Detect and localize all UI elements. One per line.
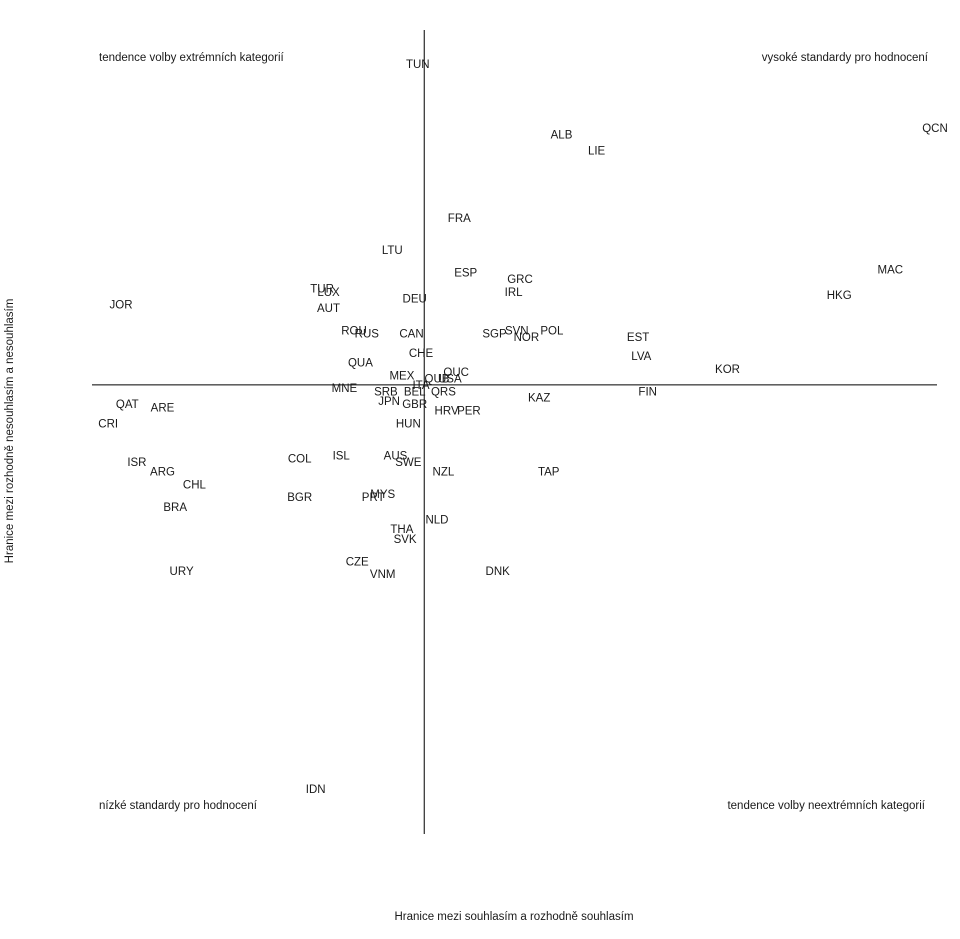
- point-label-lva: LVA: [631, 351, 651, 363]
- point-label-tap: TAP: [538, 467, 560, 479]
- point-label-fra: FRA: [448, 213, 471, 225]
- point-label-tur: TUR: [310, 284, 334, 296]
- point-label-svk: SVK: [394, 534, 417, 546]
- point-label-aut: AUT: [317, 303, 340, 315]
- point-label-svn: SVN: [505, 325, 529, 337]
- point-label-chl: CHL: [183, 479, 207, 491]
- point-label-nld: NLD: [425, 515, 448, 527]
- point-label-gbr: GBR: [402, 399, 427, 411]
- point-label-che: CHE: [409, 348, 434, 360]
- point-label-jpn: JPN: [378, 396, 400, 408]
- point-label-srb: SRB: [374, 386, 398, 398]
- point-label-mac: MAC: [878, 264, 904, 276]
- point-label-quc: QUC: [443, 367, 469, 379]
- point-label-per: PER: [457, 406, 481, 418]
- point-label-idn: IDN: [306, 784, 326, 796]
- point-label-nzl: NZL: [433, 467, 455, 479]
- point-label-rus: RUS: [355, 329, 380, 341]
- point-label-arg: ARG: [150, 467, 175, 479]
- point-label-are: ARE: [151, 402, 175, 414]
- quadrant-label-bottom-right: tendence volby neextrémních kategorií: [727, 800, 925, 812]
- point-label-lie: LIE: [588, 146, 606, 158]
- point-label-bel: BEL: [404, 386, 426, 398]
- point-label-tun: TUN: [406, 59, 430, 71]
- point-label-ury: URY: [170, 566, 194, 578]
- point-label-col: COL: [288, 454, 312, 466]
- y-axis-title: Hranice mezi rozhodně nesouhlasím a neso…: [4, 299, 16, 564]
- point-label-pol: POL: [540, 325, 564, 337]
- point-label-vnm: VNM: [370, 569, 396, 581]
- point-label-prt: PRT: [362, 492, 385, 504]
- point-label-tha: THA: [390, 524, 413, 536]
- point-label-ita: ITA: [412, 380, 429, 392]
- point-label-jor: JOR: [110, 300, 133, 312]
- point-label-mex: MEX: [389, 370, 414, 382]
- point-label-isl: ISL: [333, 451, 351, 463]
- point-label-grc: GRC: [507, 274, 533, 286]
- point-label-alb: ALB: [551, 130, 573, 142]
- point-label-mys: MYS: [370, 489, 395, 501]
- point-label-cze: CZE: [346, 556, 369, 568]
- point-labels: TUN QCN ALB LIE FRA LTU MAC ESP GRC HKG TUR IRL LUX D…: [98, 59, 947, 796]
- point-label-nor: NOR: [514, 332, 540, 344]
- point-label-kaz: KAZ: [528, 393, 550, 405]
- point-label-qub: QUB: [425, 374, 450, 386]
- point-label-bgr: BGR: [287, 492, 312, 504]
- point-label-hrv: HRV: [435, 406, 459, 418]
- point-label-aus: AUS: [384, 451, 408, 463]
- point-label-can: CAN: [399, 329, 423, 341]
- point-label-qua: QUA: [348, 357, 373, 369]
- point-label-isr: ISR: [127, 457, 146, 469]
- point-label-lux: LUX: [317, 287, 340, 299]
- quadrant-label-top-left: tendence volby extrémních kategorií: [99, 52, 285, 64]
- point-label-deu: DEU: [403, 293, 427, 305]
- point-label-cri: CRI: [98, 418, 118, 430]
- point-label-est: EST: [627, 332, 649, 344]
- point-label-bra: BRA: [163, 502, 187, 514]
- point-label-esp: ESP: [454, 268, 477, 280]
- point-label-kor: KOR: [715, 364, 740, 376]
- point-label-usa: USA: [438, 374, 462, 386]
- point-label-swe: SWE: [395, 457, 422, 469]
- point-label-fin: FIN: [638, 386, 657, 398]
- point-label-qrs: QRS: [431, 386, 456, 398]
- point-label-ltu: LTU: [382, 245, 403, 257]
- point-label-hkg: HKG: [827, 290, 852, 302]
- quadrant-label-bottom-left: nízké standardy pro hodnocení: [99, 800, 258, 812]
- point-label-mne: MNE: [332, 383, 358, 395]
- point-label-irl: IRL: [505, 287, 524, 299]
- quadrant-label-top-right: vysoké standardy pro hodnocení: [762, 52, 929, 64]
- point-label-rou: ROU: [341, 325, 367, 337]
- point-label-sgp: SGP: [482, 329, 507, 341]
- point-label-qat: QAT: [116, 399, 139, 411]
- x-axis-title: Hranice mezi souhlasím a rozhodně souhla…: [394, 911, 633, 923]
- point-label-qcn: QCN: [922, 123, 948, 135]
- point-label-hun: HUN: [396, 418, 421, 430]
- point-label-dnk: DNK: [486, 566, 511, 578]
